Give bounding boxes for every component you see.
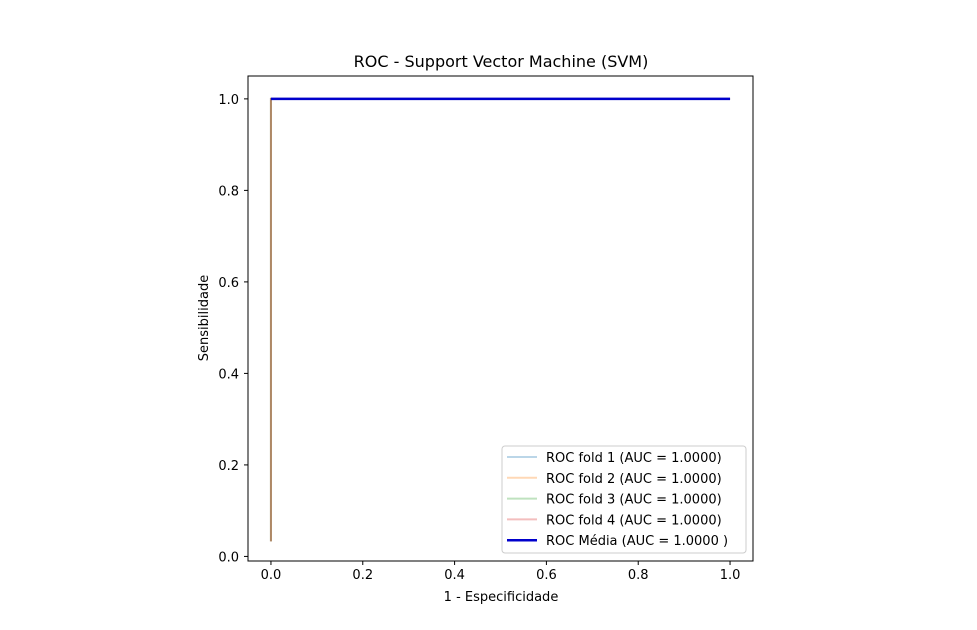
x-axis-label: 1 - Especificidade [444,590,559,605]
x-tick-label: 0.4 [444,568,465,583]
x-tick-label: 0.8 [628,568,649,583]
legend-label-5: ROC Média (AUC = 1.0000 ) [546,534,728,549]
x-tick-label: 0.2 [352,568,373,583]
legend-label-4: ROC fold 4 (AUC = 1.0000) [546,513,722,528]
x-tick-label: 0.6 [536,568,557,583]
x-tick-label: 1.0 [720,568,741,583]
axes-frame [247,75,754,562]
y-tick-label: 0.4 [218,367,239,382]
legend-box [501,445,747,554]
plot-area [269,97,731,542]
legend-label-3: ROC fold 3 (AUC = 1.0000) [546,493,722,508]
y-axis-label: Sensibilidade [197,275,212,361]
legend-label-1: ROC fold 1 (AUC = 1.0000) [546,451,722,466]
y-tick-label: 0.2 [218,459,239,474]
axis-ticks: 0.0 0.2 0.4 0.6 0.8 1.0 0.0 0.2 0.4 0.6 0.8 1.0 [218,93,740,583]
x-tick-label: 0.0 [261,568,282,583]
y-tick-label: 1.0 [218,93,239,108]
legend: ROC fold 1 (AUC = 1.0000) ROC fold 2 (AUC… [501,445,747,554]
y-tick-label: 0.6 [218,276,239,291]
chart-title: ROC - Support Vector Machine (SVM) [354,52,649,71]
y-tick-label: 0.0 [218,550,239,565]
y-tick-label: 0.8 [218,184,239,199]
legend-label-2: ROC fold 2 (AUC = 1.0000) [546,472,722,487]
